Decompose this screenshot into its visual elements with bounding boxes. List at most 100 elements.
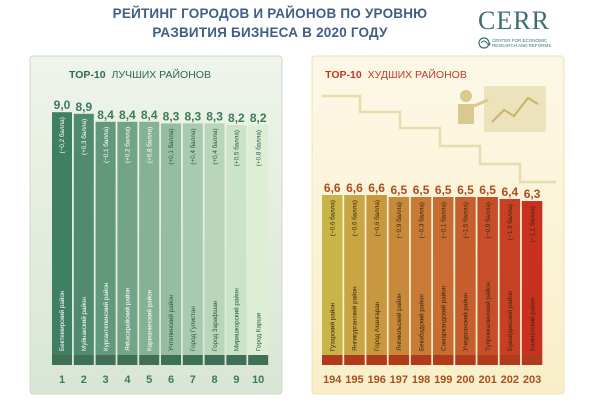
- right-bar: [388, 197, 410, 355]
- right-rank-label: 194: [323, 374, 342, 386]
- right-category-label: Город Ахангаран: [374, 301, 381, 351]
- right-change-label: (−1,5 балла): [462, 202, 470, 238]
- right-bar-base: [388, 355, 410, 365]
- right-change-label: (−0,9 балла): [395, 202, 403, 238]
- right-change-label: (−0,6 балла): [351, 200, 359, 236]
- right-bar-base: [433, 355, 454, 365]
- right-change-label: (−0,1 балла): [439, 202, 447, 238]
- left-rank-label: 9: [233, 374, 239, 386]
- left-change-label: (−0,1 балла): [102, 127, 110, 163]
- left-bar-base: [117, 355, 138, 365]
- left-value-label: 8,4: [97, 108, 114, 122]
- right-bar-base: [322, 355, 343, 365]
- left-value-label: 8,4: [119, 108, 136, 122]
- left-bar-base: [204, 355, 225, 365]
- left-bar-base: [73, 355, 94, 365]
- right-bar: [322, 195, 343, 355]
- left-bar: [204, 123, 225, 356]
- page-title: РЕЙТИНГ ГОРОДОВ И РАЙОНОВ ПО УРОВНЮ РАЗВ…: [40, 4, 500, 42]
- right-bar: [521, 201, 543, 355]
- left-rank-label: 4: [124, 374, 131, 386]
- right-bar: [344, 195, 365, 355]
- right-value-label: 6,5: [391, 183, 408, 197]
- left-change-label: (+0,4 балла): [189, 128, 197, 164]
- left-category-label: Кургантепинский район: [102, 282, 110, 351]
- right-category-label: Янгикурганский район: [351, 286, 359, 351]
- right-value-label: 6,6: [368, 181, 385, 195]
- left-value-label: 8,3: [184, 109, 201, 123]
- left-bar: [52, 112, 72, 355]
- right-category-label: Бувайдинский район: [506, 290, 514, 351]
- right-bar: [433, 197, 454, 355]
- left-rank-label: 2: [81, 374, 87, 386]
- left-value-label: 8,9: [75, 100, 92, 114]
- left-category-label: Город Гулистан: [190, 306, 197, 351]
- left-change-label: (+0,5 балла): [233, 130, 241, 166]
- left-change-label: (+0,8 балла): [254, 130, 262, 166]
- left-bar: [226, 125, 247, 355]
- right-value-label: 6,6: [346, 181, 363, 195]
- left-title-bold: TOP-10: [69, 69, 106, 81]
- left-category-label: Муйнакский район: [80, 297, 88, 351]
- right-bar-base: [344, 355, 365, 365]
- right-bars: 6,6 194 (−0,6 балла) Гузарский район 6,6 195 (…: [322, 181, 543, 386]
- left-value-label: 8,2: [250, 111, 267, 125]
- right-category-label: Гузарский район: [328, 302, 336, 351]
- cerr-logo: CERR CENTER FOR ECONOMIC RESEARCH AND RE…: [462, 6, 582, 54]
- title-line-2: РАЗВИТИЯ БИЗНЕСА В 2020 ГОДУ: [152, 25, 388, 40]
- right-title-rest: ХУДШИХ РАЙОНОВ: [368, 68, 467, 81]
- right-title-bold: TOP-10: [325, 69, 362, 81]
- left-rank-label: 10: [252, 374, 264, 386]
- right-value-label: 6,5: [435, 183, 452, 197]
- right-value-label: 6,5: [457, 183, 474, 197]
- left-change-label: (+0,1 балла): [167, 128, 175, 164]
- left-rank-label: 6: [168, 374, 174, 386]
- left-bar: [95, 121, 116, 355]
- right-change-label: (−1,3 балла): [506, 204, 514, 240]
- left-change-label: (+0,3 балла): [80, 119, 88, 155]
- right-value-label: 6,3: [524, 187, 541, 201]
- left-category-label: Город Зарафшан: [212, 300, 219, 351]
- right-bar-base: [521, 355, 543, 365]
- left-category-label: Якkасарайский район: [124, 287, 132, 351]
- right-bar-base: [410, 355, 432, 365]
- left-value-label: 8,4: [141, 108, 158, 122]
- right-rank-label: 199: [434, 374, 452, 386]
- left-bar: [139, 121, 160, 355]
- right-rank-label: 200: [456, 374, 474, 386]
- left-rank-label: 1: [59, 374, 65, 386]
- right-bar: [410, 197, 432, 355]
- right-rank-label: 203: [523, 374, 541, 386]
- left-category-label: Учтепинский район: [167, 294, 175, 351]
- right-category-label: Бекабадский район: [417, 294, 425, 351]
- left-bar-base: [95, 355, 116, 365]
- left-category-label: Город Карши: [255, 312, 262, 351]
- left-change-label: (+0,4 балла): [211, 128, 219, 164]
- left-bars: 9,0 1 (−0,2 балла) Бектемирский район 8,9 2 (+…: [52, 98, 269, 386]
- right-rank-label: 196: [367, 374, 385, 386]
- right-rank-label: 202: [501, 374, 519, 386]
- left-value-label: 8,3: [206, 109, 223, 123]
- left-rank-label: 5: [146, 374, 152, 386]
- right-change-label: (−0,6 балла): [373, 200, 381, 236]
- logo-swirl-icon: [478, 37, 491, 49]
- right-change-label: (−0,9 балла): [484, 202, 492, 238]
- left-rank-label: 8: [212, 374, 218, 386]
- right-category-label: Самаркандский район: [439, 285, 447, 351]
- right-change-label: (−0,3 балла): [417, 202, 425, 238]
- right-category-label: Янгиюльский район: [395, 293, 403, 351]
- right-bar: [366, 195, 387, 355]
- right-category-label: Учкурганский район: [462, 292, 470, 351]
- right-rank-label: 197: [390, 374, 408, 386]
- right-bar-base: [366, 355, 387, 365]
- right-value-label: 6,6: [324, 181, 341, 195]
- left-category-label: Миришкорский район: [233, 288, 241, 351]
- left-panel-title: TOP-10 ЛУЧШИХ РАЙОНОВ: [69, 68, 211, 81]
- left-value-label: 8,3: [163, 109, 180, 123]
- right-bar-base: [477, 355, 498, 365]
- left-change-label: (+0,8 балла): [145, 127, 153, 163]
- right-value-label: 6,5: [413, 183, 430, 197]
- logo-word: CERR: [478, 6, 550, 35]
- declining-stairs-icon: [322, 94, 556, 184]
